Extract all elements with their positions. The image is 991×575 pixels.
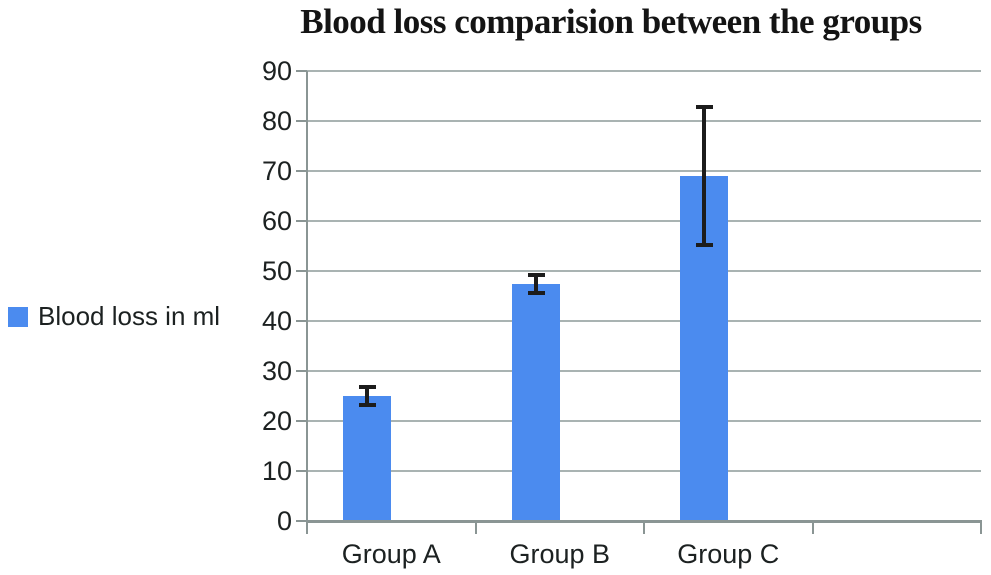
y-axis-tick	[296, 470, 307, 472]
error-bar-cap-bottom	[527, 290, 545, 295]
error-bar-cap-top	[527, 272, 545, 277]
gridline	[307, 170, 981, 172]
gridline	[307, 370, 981, 372]
y-tick-label: 80	[261, 106, 292, 136]
chart-title: Blood loss comparision between the group…	[300, 2, 922, 41]
legend-label: Blood loss in ml	[38, 301, 221, 331]
y-axis-tick	[296, 270, 307, 272]
x-axis-line	[306, 520, 982, 523]
x-axis-tick	[474, 523, 477, 534]
legend-swatch-icon	[8, 306, 28, 327]
gridline	[307, 270, 981, 272]
x-axis-tick	[643, 523, 645, 534]
y-tick-label: 90	[261, 56, 292, 86]
y-axis-tick	[296, 70, 307, 72]
y-axis-tick	[296, 520, 307, 522]
y-tick-label: 0	[276, 506, 292, 536]
y-axis-tick	[296, 170, 307, 172]
y-axis-tick	[296, 370, 307, 372]
x-axis-tick	[306, 523, 308, 534]
error-bar-line	[533, 273, 538, 294]
gridline	[307, 220, 981, 222]
error-bar-cap-bottom	[359, 403, 377, 407]
x-category-label: Group C	[677, 539, 780, 569]
y-axis-tick	[296, 220, 307, 222]
bar-group-a	[343, 396, 392, 521]
y-tick-label: 50	[261, 256, 292, 286]
bar-group-b	[511, 283, 560, 521]
error-bar-line	[365, 386, 370, 406]
x-axis-tick	[811, 523, 814, 534]
gridline	[307, 470, 981, 472]
x-category-label: Group B	[509, 539, 611, 569]
y-tick-label: 10	[261, 456, 292, 486]
gridline	[307, 70, 981, 72]
y-axis-tick	[296, 320, 307, 322]
y-axis-tick	[296, 120, 307, 122]
gridline	[307, 420, 981, 422]
y-tick-label: 60	[261, 206, 292, 236]
y-tick-label: 30	[261, 356, 292, 386]
y-axis-tick	[296, 420, 307, 422]
gridline	[307, 120, 981, 122]
error-bar-cap-top	[696, 105, 714, 109]
error-bar-cap-top	[359, 385, 377, 389]
y-tick-label: 40	[261, 306, 292, 336]
error-bar-cap-bottom	[696, 243, 714, 247]
y-tick-label: 20	[261, 406, 292, 436]
legend: Blood loss in ml	[8, 301, 220, 332]
error-bar-line	[702, 106, 707, 246]
gridline	[307, 320, 981, 322]
y-tick-label: 70	[261, 156, 292, 186]
y-axis-line	[306, 71, 308, 521]
x-category-label: Group A	[341, 539, 441, 569]
x-axis-tick	[980, 523, 982, 534]
